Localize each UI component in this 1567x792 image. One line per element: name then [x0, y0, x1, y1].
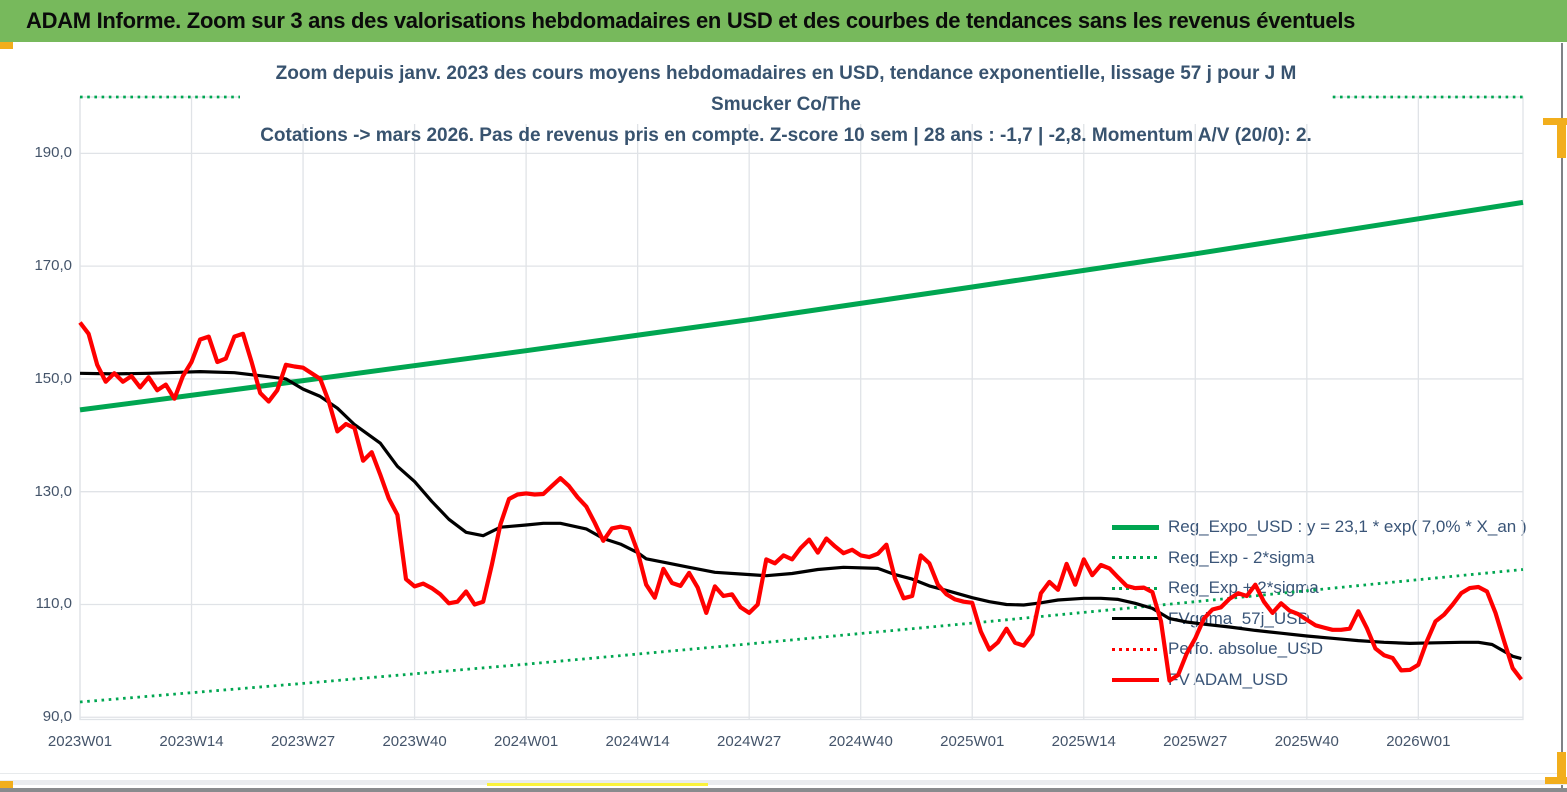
- chart-title-line2: Cotations -> mars 2026. Pas de revenus p…: [260, 125, 1312, 146]
- bottom-gray-band: [0, 780, 1567, 785]
- report-header: ADAM Informe. Zoom sur 3 ans des valoris…: [0, 0, 1567, 42]
- x-axis-label: 2024W27: [717, 733, 782, 750]
- legend-label: Reg_Exp - 2*sigma: [1168, 547, 1315, 567]
- legend-marker-solid: [1112, 617, 1159, 620]
- sheet-corner-marker-bottom-right: [1557, 752, 1566, 784]
- sheet-corner-marker-bottom-right: [1545, 777, 1567, 784]
- x-axis-label: 2024W40: [828, 733, 893, 750]
- legend-label: FV ADAM_USD: [1168, 669, 1288, 689]
- window-right-border: [1561, 43, 1563, 788]
- y-axis-label: 110,0: [35, 595, 72, 613]
- x-axis-label: 2024W01: [494, 733, 559, 750]
- legend-item-reg-exp-plus-2sigma-line[interactable]: Reg_Exp + 2*sigma: [1112, 576, 1527, 600]
- y-axis-label: 130,0: [34, 482, 72, 500]
- legend-item-reg-expo-line[interactable]: Reg_Expo_USD : y = 23,1 * exp( 7,0% * X_…: [1112, 515, 1527, 539]
- y-axis-label: 150,0: [34, 369, 72, 387]
- legend-marker-solid: [1112, 677, 1159, 682]
- legend-label: FVgdma_57j_USD: [1168, 608, 1310, 628]
- x-axis-label: 2023W27: [270, 733, 336, 750]
- chart-legend[interactable]: Reg_Expo_USD : y = 23,1 * exp( 7,0% * X_…: [1112, 515, 1527, 698]
- x-axis-label: 2025W01: [940, 733, 1005, 750]
- report-header-title: ADAM Informe. Zoom sur 3 ans des valoris…: [26, 8, 1356, 33]
- x-axis-label: 2023W01: [47, 733, 113, 750]
- legend-marker-dotted: [1112, 586, 1159, 590]
- bottom-dark-bar: [0, 788, 1567, 792]
- chart-title[interactable]: Zoom depuis janv. 2023 des cours moyens …: [240, 58, 1332, 146]
- x-axis-label: 2025W14: [1051, 733, 1116, 750]
- x-axis-label: 2023W14: [159, 733, 224, 750]
- x-axis-label: 2023W40: [382, 733, 447, 750]
- legend-marker-solid: [1112, 524, 1159, 530]
- x-axis-label: 2025W40: [1274, 733, 1339, 750]
- bottom-yellow-highlight: [487, 783, 708, 786]
- legend-label: Perfo. absolue_USD: [1168, 639, 1323, 658]
- reg-expo-line[interactable]: [79, 199, 1524, 413]
- legend-item-fvgdma-57j-line[interactable]: FVgdma_57j_USD: [1112, 607, 1527, 631]
- x-axis-label: 2025W27: [1163, 733, 1228, 750]
- x-axis-label: 2026W01: [1386, 733, 1451, 750]
- y-axis-label: 90,0: [42, 708, 72, 726]
- legend-label: Reg_Expo_USD : y = 23,1 * exp( 7,0% * X_…: [1168, 517, 1527, 536]
- legend-marker-dotted: [1112, 647, 1159, 651]
- y-axis-label: 190,0: [34, 144, 72, 162]
- sheet-corner-marker-top-right: [1557, 118, 1566, 158]
- chart-title-line1: Zoom depuis janv. 2023 des cours moyens …: [275, 63, 1297, 115]
- sheet-corner-marker-top-right: [1543, 118, 1567, 125]
- legend-label: Reg_Exp + 2*sigma: [1168, 578, 1319, 597]
- legend-marker-dotted: [1112, 556, 1159, 559]
- sheet-marker-left-top: [0, 42, 13, 49]
- legend-item-fv-adam-line[interactable]: FV ADAM_USD: [1112, 668, 1527, 692]
- x-axis-label: 2024W14: [605, 733, 670, 750]
- chart-frame-border: [0, 773, 1562, 774]
- legend-item-perfo-absolue-line[interactable]: Perfo. absolue_USD: [1112, 637, 1527, 661]
- legend-item-reg-exp-minus-2sigma-line[interactable]: Reg_Exp - 2*sigma: [1112, 546, 1527, 570]
- y-axis-label: 170,0: [34, 257, 72, 275]
- sheet-marker-left-bottom: [0, 781, 13, 788]
